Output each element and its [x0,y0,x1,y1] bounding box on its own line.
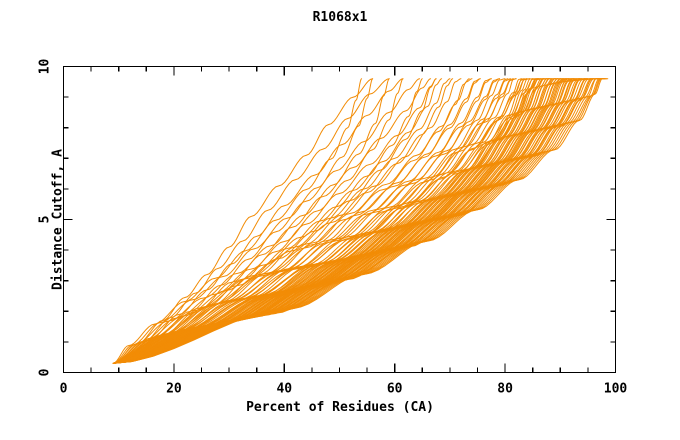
x-tick-label: 60 [387,382,403,397]
y-tick-label: 10 [38,59,53,75]
curve-series-group [112,78,609,364]
y-axis-label: Distance Cutoff, A [50,149,66,290]
x-tick-label: 100 [604,382,628,397]
curve-line [112,78,581,364]
curve-line [113,78,542,364]
curve-line [113,78,454,364]
x-tick-label: 80 [497,382,513,397]
axis-frame-group [62,65,617,374]
curve-line [112,78,374,364]
curve-line [114,78,390,363]
curve-line [115,78,432,363]
x-tick-label: 0 [60,382,68,397]
curve-line [112,78,512,364]
curve-line [115,78,588,363]
x-axis-label: Percent of Residues (CA) [246,400,434,415]
curve-line [112,78,523,364]
curve-line [112,78,581,364]
curve-line [113,78,594,364]
curve-line [112,78,550,364]
curve-line [115,78,404,363]
y-tick-label: 0 [38,368,53,376]
curve-line [113,78,470,364]
curve-line [112,78,423,364]
curve-line [114,78,609,364]
curve-line [114,78,557,363]
curve-line [113,78,374,364]
tick-label-group: 0 20 40 60 80 100 0 5 10 [38,59,628,397]
y-tick-label: 5 [38,216,53,224]
curve-line [114,78,528,364]
curve-line [112,78,509,364]
x-tick-label: 40 [276,382,292,397]
x-tick-label: 20 [166,382,182,397]
curve-line [112,78,363,364]
page-title: R1068x1 [312,10,368,25]
curve-line [114,78,404,363]
